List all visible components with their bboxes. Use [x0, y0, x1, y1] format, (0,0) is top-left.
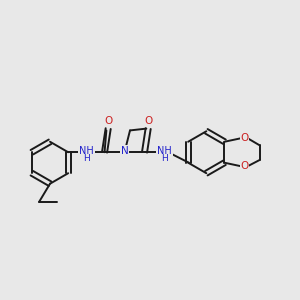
Text: O: O — [240, 133, 249, 143]
Text: O: O — [240, 161, 249, 171]
Text: O: O — [104, 116, 112, 126]
Text: NH: NH — [157, 146, 172, 156]
Text: N: N — [121, 146, 128, 156]
Text: O: O — [144, 116, 152, 126]
Text: NH: NH — [79, 146, 94, 156]
Text: H: H — [83, 154, 90, 163]
Text: H: H — [161, 154, 168, 163]
